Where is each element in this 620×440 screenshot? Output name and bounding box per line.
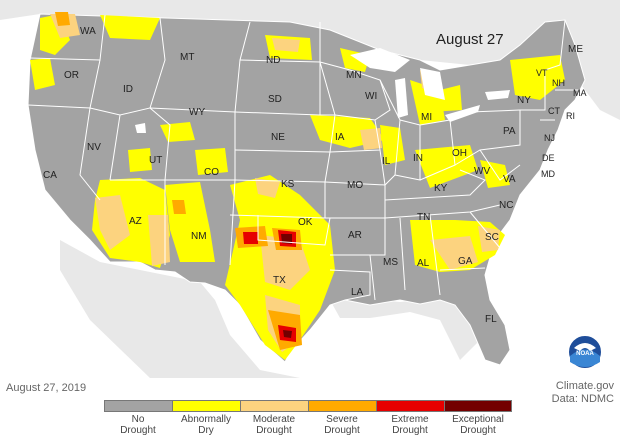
lake-ontario: [485, 90, 510, 100]
state-label-ok: OK: [298, 217, 313, 228]
state-label-ca: CA: [43, 170, 57, 181]
legend-swatch-no-drought: [104, 400, 172, 412]
state-label-fl: FL: [485, 314, 497, 325]
state-label-nm: NM: [191, 231, 207, 242]
state-label-wa: WA: [80, 26, 96, 37]
credit-line-2: Data: NDMC: [551, 393, 614, 405]
state-label-co: CO: [204, 167, 219, 178]
state-label-az: AZ: [129, 216, 142, 227]
state-label-or: OR: [64, 70, 79, 81]
state-label-ga: GA: [458, 256, 473, 267]
credit: Climate.gov Data: NDMC: [552, 380, 614, 406]
drought-areas: [30, 12, 565, 360]
legend-swatch-moderate: [240, 400, 308, 412]
state-label-wv: WV: [474, 166, 490, 177]
lake-erie: [445, 105, 480, 122]
state-label-sc: SC: [485, 232, 499, 243]
state-label-ne: NE: [271, 132, 285, 143]
legend-label-no-drought: No Drought: [120, 414, 156, 436]
legend-label-moderate: Moderate Drought: [252, 414, 296, 436]
state-label-id: ID: [123, 84, 133, 95]
state-label-nc: NC: [499, 200, 513, 211]
state-label-in: IN: [413, 153, 423, 164]
state-label-mn: MN: [346, 70, 362, 81]
state-label-tx: TX: [273, 275, 286, 286]
legend: No Drought Abnormally Dry Moderate Drought …: [104, 400, 512, 436]
legend-bar: [104, 400, 512, 412]
state-label-ny: NY: [517, 95, 531, 106]
legend-label-exceptional: Exceptional Drought: [452, 414, 504, 436]
mexico-land: [60, 240, 300, 378]
state-label-sd: SD: [268, 94, 282, 105]
legend-label-severe: Severe Drought: [324, 414, 360, 436]
legend-label-extreme: Extreme Drought: [391, 414, 429, 436]
state-label-de: DE: [542, 153, 555, 163]
legend-swatch-severe: [308, 400, 376, 412]
state-label-va: VA: [503, 174, 516, 185]
state-label-ia: IA: [335, 132, 345, 143]
noaa-logo: NOAA: [567, 334, 603, 370]
state-label-ct: CT: [548, 106, 560, 116]
footer-date: August 27, 2019: [6, 382, 87, 394]
state-label-wi: WI: [365, 91, 377, 102]
state-label-mo: MO: [347, 180, 363, 191]
state-labels: WA OR CA ID NV MT WY UT AZ CO NM ND SD N…: [43, 26, 587, 325]
canada-land: [0, 0, 620, 120]
state-label-ks: KS: [281, 179, 295, 190]
state-label-md: MD: [541, 169, 555, 179]
footer: August 27, 2019 Climate.gov Data: NDMC N…: [0, 378, 620, 440]
credit-line-1: Climate.gov: [555, 380, 614, 392]
state-label-ky: KY: [434, 183, 448, 194]
great-salt-lake: [135, 123, 146, 133]
state-label-nd: ND: [266, 55, 280, 66]
legend-swatch-abnormally-dry: [172, 400, 240, 412]
legend-swatch-exceptional: [444, 400, 512, 412]
state-label-ut: UT: [149, 155, 162, 166]
state-borders: [27, 14, 580, 301]
state-label-tn: TN: [417, 212, 430, 223]
state-label-al: AL: [417, 258, 430, 269]
state-label-wy: WY: [189, 107, 205, 118]
legend-labels: No Drought Abnormally Dry Moderate Drought …: [104, 412, 512, 436]
state-label-oh: OH: [452, 148, 467, 159]
state-label-la: LA: [351, 287, 364, 298]
legend-label-abnormally-dry: Abnormally Dry: [180, 414, 232, 436]
state-label-mi: MI: [421, 112, 432, 123]
state-label-ar: AR: [348, 230, 362, 241]
drought-map: August 27 WA OR CA ID NV MT WY UT AZ CO …: [0, 0, 620, 378]
state-label-pa: PA: [503, 126, 516, 137]
state-label-mt: MT: [180, 52, 194, 63]
state-label-ma: MA: [573, 88, 587, 98]
map-title: August 27: [436, 31, 504, 48]
state-label-ri: RI: [566, 111, 575, 121]
state-label-me: ME: [568, 44, 583, 55]
state-label-nj: NJ: [544, 133, 555, 143]
gulf-coast-land: [330, 298, 480, 360]
lake-michigan: [395, 78, 408, 118]
state-label-vt: VT: [536, 68, 548, 78]
lake-superior: [350, 48, 410, 72]
state-label-ms: MS: [383, 257, 398, 268]
noaa-logo-text: NOAA: [576, 351, 594, 357]
state-label-nh: NH: [552, 78, 565, 88]
state-label-nv: NV: [87, 142, 101, 153]
legend-swatch-extreme: [376, 400, 444, 412]
state-label-il: IL: [382, 156, 391, 167]
lake-huron: [420, 68, 445, 100]
